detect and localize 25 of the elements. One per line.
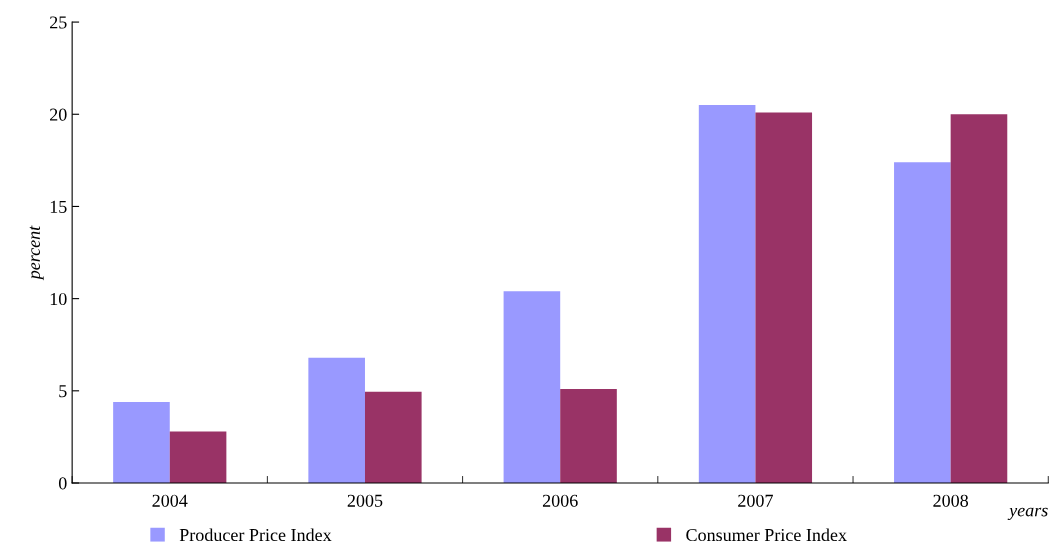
x-tick-label: 2005 bbox=[347, 494, 383, 507]
legend-label: Producer Price Index bbox=[179, 528, 332, 542]
x-axis-title: years bbox=[1007, 507, 1048, 521]
x-tick-label: 2004 bbox=[152, 494, 188, 507]
bar bbox=[560, 388, 617, 483]
x-tick-label: 2007 bbox=[738, 494, 773, 507]
y-tick-label: 5 bbox=[59, 385, 67, 398]
y-tick-label: 10 bbox=[50, 292, 67, 306]
bar bbox=[364, 391, 422, 483]
x-tick-label: 2006 bbox=[542, 494, 578, 507]
bar bbox=[113, 401, 170, 483]
y-tick-label: 20 bbox=[50, 108, 67, 121]
bar bbox=[503, 291, 561, 483]
y-axis-title: percent bbox=[29, 225, 44, 281]
y-tick-label: 15 bbox=[50, 200, 67, 213]
y-tick-label: 25 bbox=[50, 16, 67, 29]
bar bbox=[169, 431, 227, 483]
x-tick-label: 2008 bbox=[933, 494, 969, 507]
legend-label: Consumer Price Index bbox=[686, 528, 847, 542]
bar bbox=[950, 114, 1008, 483]
bar bbox=[894, 162, 951, 483]
bar bbox=[755, 112, 813, 483]
bar bbox=[698, 105, 756, 483]
bar bbox=[308, 357, 365, 483]
y-tick-label: 0 bbox=[58, 477, 67, 490]
